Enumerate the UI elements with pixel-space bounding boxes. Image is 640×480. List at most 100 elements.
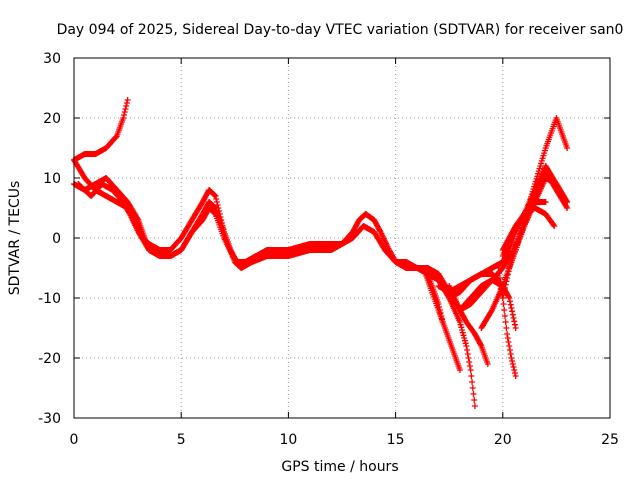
data-point — [438, 313, 445, 319]
data-point — [551, 223, 558, 229]
data-point — [466, 363, 473, 369]
data-point — [459, 327, 466, 333]
data-point — [121, 112, 128, 118]
series-track-b — [71, 157, 442, 283]
data-point — [469, 385, 476, 391]
data-point — [469, 379, 476, 385]
y-tick-label: -30 — [38, 411, 61, 427]
data-point — [464, 351, 471, 357]
data-point — [510, 364, 517, 370]
data-point — [507, 301, 514, 308]
data-point — [511, 318, 518, 325]
data-point — [134, 215, 141, 222]
data-point — [509, 361, 516, 367]
data-point — [564, 145, 571, 151]
data-point — [506, 343, 513, 349]
data-point — [466, 359, 473, 365]
data-point — [463, 343, 470, 349]
data-point — [456, 319, 463, 325]
data-point — [456, 367, 463, 373]
data-point — [484, 361, 491, 367]
data-point — [437, 310, 444, 316]
data-point — [459, 329, 466, 336]
data-point — [439, 316, 446, 322]
y-axis-label: SDTVAR / TECUs — [7, 181, 23, 296]
data-point — [470, 391, 477, 397]
data-point — [507, 351, 514, 357]
data-point — [471, 397, 478, 403]
data-point — [461, 335, 468, 341]
data-point — [508, 355, 515, 361]
data-point — [464, 347, 471, 353]
data-point — [505, 293, 512, 300]
data-point — [488, 308, 495, 315]
data-point — [509, 308, 516, 315]
data-point — [542, 199, 549, 205]
data-point — [503, 325, 510, 331]
data-point — [121, 109, 128, 115]
x-axis-label: GPS time / hours — [281, 459, 398, 475]
series-late-f — [499, 199, 549, 253]
data-point — [512, 325, 519, 331]
data-point — [495, 277, 502, 283]
data-point — [123, 103, 130, 109]
data-point — [328, 241, 335, 247]
data-point — [124, 97, 131, 103]
data-point — [213, 196, 220, 202]
data-point — [435, 301, 442, 307]
data-point — [120, 115, 127, 121]
x-tick-label: 5 — [177, 432, 186, 448]
data-point — [211, 192, 218, 199]
x-tick-label: 20 — [494, 432, 512, 448]
data-point — [563, 203, 570, 210]
x-tick-label: 25 — [601, 432, 619, 448]
series-late-d — [478, 169, 571, 331]
data-point — [502, 319, 509, 325]
data-point — [460, 332, 467, 339]
plot-frame — [73, 57, 611, 419]
data-point — [436, 304, 443, 310]
data-point — [512, 373, 519, 379]
data-point — [499, 295, 506, 301]
data-point — [504, 335, 511, 341]
data-point — [477, 341, 484, 348]
data-point — [501, 307, 508, 313]
y-tick-label: 0 — [52, 231, 61, 247]
data-point — [462, 340, 469, 347]
data-point — [436, 307, 443, 313]
data-point — [439, 319, 446, 325]
y-axis-ticks: -30 -20 -10 0 10 20 30 — [38, 51, 610, 427]
data-point — [457, 321, 464, 328]
data-point — [496, 280, 503, 286]
data-point — [511, 367, 518, 373]
data-point — [506, 295, 513, 301]
data-point — [506, 347, 513, 353]
grid-lines — [74, 58, 610, 418]
series-dip-d — [424, 271, 446, 325]
data-point — [461, 337, 468, 344]
data-point — [467, 367, 474, 373]
data-point — [501, 313, 508, 319]
data-point — [509, 311, 516, 318]
y-tick-label: 30 — [43, 51, 61, 67]
series-track-a — [71, 97, 131, 163]
x-tick-label: 0 — [70, 432, 79, 448]
data-point — [213, 199, 220, 205]
chart-title: Day 094 of 2025, Sidereal Day-to-day VTE… — [57, 22, 624, 38]
data-point — [506, 298, 513, 305]
data-point — [511, 321, 518, 328]
y-tick-label: -10 — [38, 291, 61, 307]
data-point — [511, 370, 518, 376]
data-point — [550, 221, 557, 228]
y-tick-label: -20 — [38, 351, 61, 367]
data-points — [71, 97, 571, 409]
data-point — [471, 403, 478, 409]
data-point — [510, 315, 517, 321]
data-point — [505, 339, 512, 345]
y-tick-label: 10 — [43, 171, 61, 187]
data-point — [465, 355, 472, 361]
data-point — [123, 100, 130, 106]
data-point — [508, 305, 515, 311]
x-tick-label: 15 — [387, 432, 405, 448]
